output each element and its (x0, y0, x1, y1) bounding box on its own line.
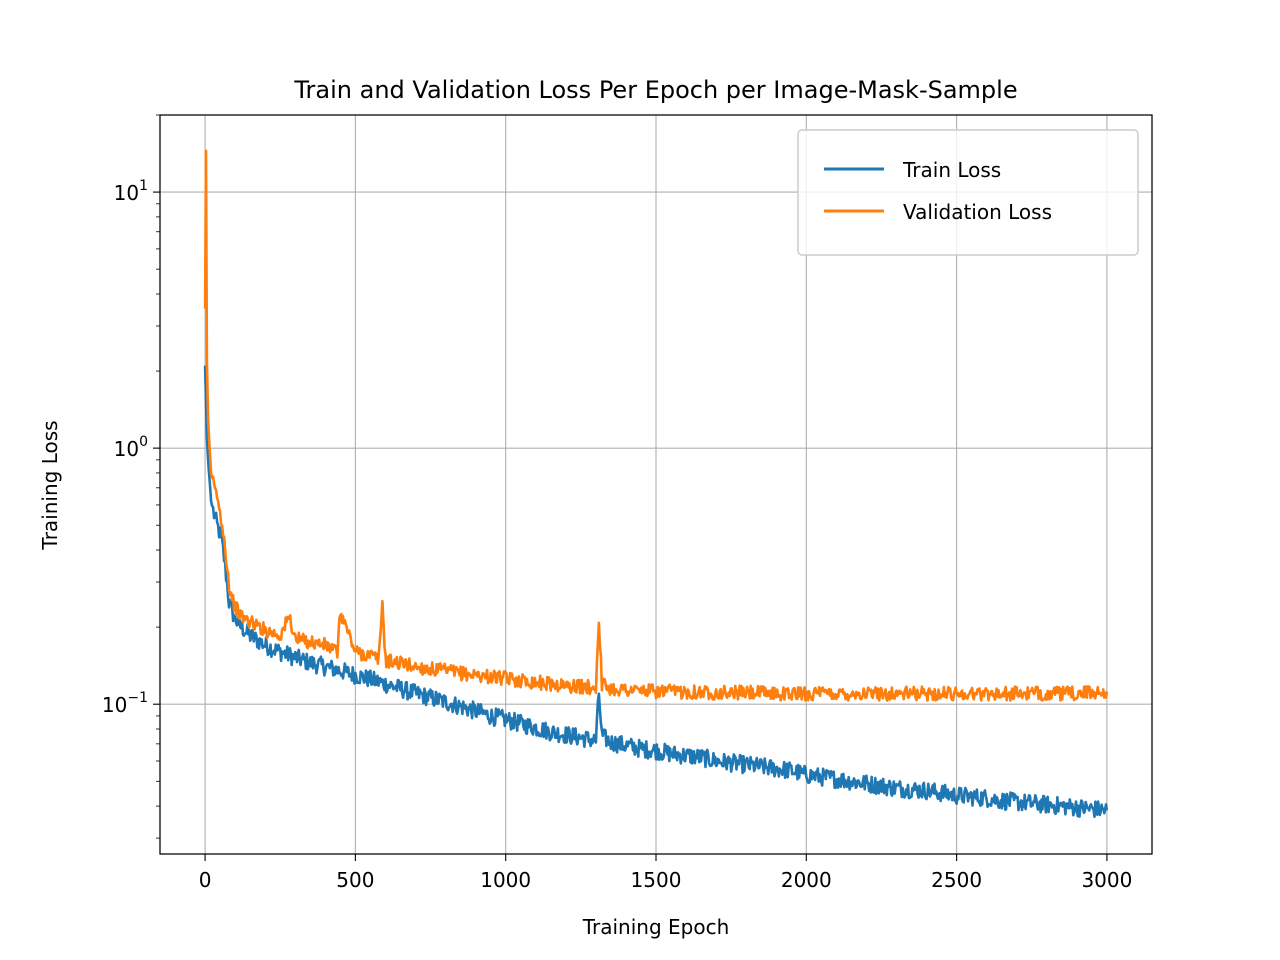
y-tick-label: 10−1 (102, 690, 148, 717)
series-line (203, 365, 1109, 818)
x-tick-label: 3000 (1081, 868, 1132, 892)
y-tick-label: 101 (114, 178, 148, 205)
y-tick-label-exponent: 1 (139, 178, 148, 194)
series-train-loss (203, 365, 1109, 818)
x-axis-label: Training Epoch (582, 915, 730, 939)
x-tick-label: 1000 (480, 868, 531, 892)
series-line (203, 149, 1109, 702)
y-tick-label: 100 (114, 434, 148, 461)
x-tick-label: 0 (199, 868, 212, 892)
y-tick-label-exponent: −1 (127, 690, 148, 706)
y-tick-label-base: 10 (114, 181, 139, 205)
y-axis-label: Training Loss (38, 420, 62, 550)
legend-train-label: Train Loss (902, 158, 1001, 182)
x-axis: 0 500 1000 1500 2000 2500 3000 (199, 854, 1132, 892)
x-tick-label: 1500 (631, 868, 682, 892)
series-validation-loss (203, 149, 1109, 702)
legend-validation-label: Validation Loss (903, 200, 1052, 224)
legend-box (797, 129, 1139, 256)
legend: Train Loss Validation Loss (797, 129, 1139, 256)
chart-title: Train and Validation Loss Per Epoch per … (293, 76, 1017, 104)
y-tick-label-base: 10 (102, 693, 127, 717)
y-tick-label-base: 10 (114, 437, 139, 461)
series-layer (203, 149, 1109, 818)
x-tick-label: 2000 (781, 868, 832, 892)
x-tick-label: 500 (336, 868, 374, 892)
y-tick-label-exponent: 0 (139, 434, 148, 450)
x-tick-label: 2500 (931, 868, 982, 892)
